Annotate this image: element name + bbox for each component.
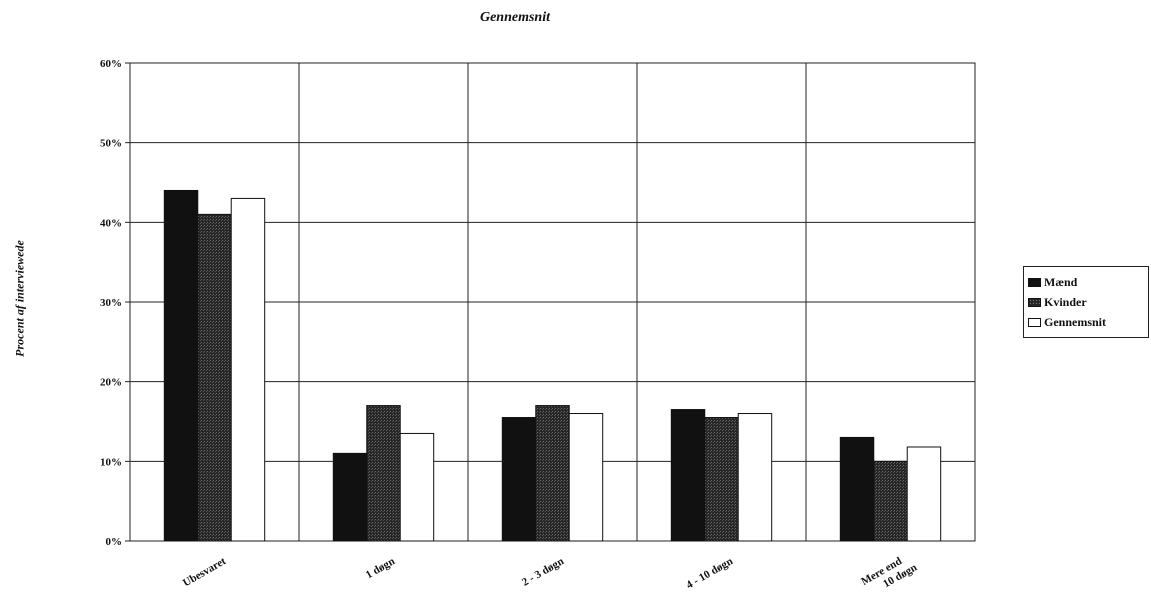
bar-maend bbox=[333, 453, 366, 541]
bar-gennemsnit bbox=[569, 414, 602, 541]
legend-item-kvinder: Kvinder bbox=[1028, 292, 1144, 312]
bar-chart: 0% 10% 20% 30% 40% 50% 60% Ubesvaret 1 døgn 2 - 3… bbox=[0, 0, 1020, 613]
legend-item-gennemsnit: Gennemsnit bbox=[1028, 312, 1144, 332]
legend: Mænd Kvinder Gennemsnit bbox=[1023, 266, 1149, 338]
legend-label-kvinder: Kvinder bbox=[1044, 295, 1087, 310]
bar-gennemsnit bbox=[400, 433, 433, 541]
y-tick-label: 30% bbox=[100, 297, 122, 309]
legend-label-gennemsnit: Gennemsnit bbox=[1044, 315, 1106, 330]
y-tick-label: 0% bbox=[106, 536, 123, 548]
bars bbox=[164, 190, 940, 541]
legend-swatch-gennemsnit bbox=[1028, 318, 1041, 327]
y-tick-label: 60% bbox=[100, 58, 122, 70]
y-tick-label: 20% bbox=[100, 377, 122, 389]
bar-kvinder bbox=[536, 406, 569, 541]
y-tick-label: 40% bbox=[100, 217, 122, 229]
bar-kvinder bbox=[874, 461, 907, 541]
x-category-label: Mere end10 døgn bbox=[859, 550, 919, 599]
legend-swatch-kvinder bbox=[1028, 298, 1041, 307]
legend-item-maend: Mænd bbox=[1028, 272, 1144, 292]
bar-gennemsnit bbox=[738, 414, 771, 541]
bar-kvinder bbox=[705, 418, 738, 541]
x-category-label: 4 - 10 døgn bbox=[684, 555, 735, 591]
x-category-label: Ubesvaret bbox=[181, 555, 228, 589]
legend-swatch-maend bbox=[1028, 278, 1041, 287]
bar-gennemsnit bbox=[231, 198, 264, 541]
bar-maend bbox=[502, 418, 535, 541]
bar-kvinder bbox=[367, 406, 400, 541]
bar-kvinder bbox=[198, 214, 231, 541]
y-tick-label: 50% bbox=[100, 138, 122, 150]
legend-label-maend: Mænd bbox=[1044, 275, 1077, 290]
bar-maend bbox=[671, 410, 704, 541]
x-category-label: 2 - 3 døgn bbox=[520, 555, 566, 588]
x-category-label: 1 døgn bbox=[364, 555, 397, 581]
bar-maend bbox=[840, 437, 873, 541]
bar-maend bbox=[164, 190, 197, 541]
y-tick-label: 10% bbox=[100, 456, 122, 468]
bar-gennemsnit bbox=[907, 447, 940, 541]
